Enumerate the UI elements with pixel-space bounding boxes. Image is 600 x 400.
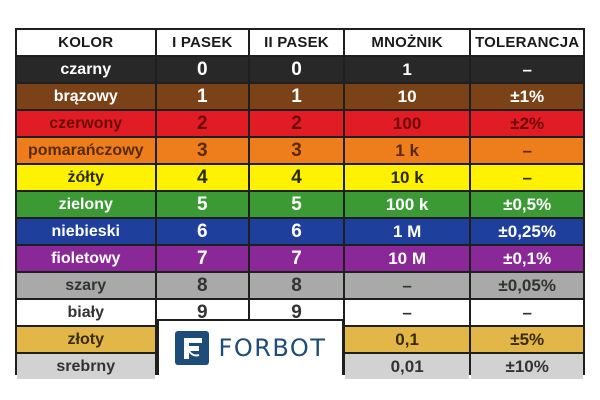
first-band-cell: 5 bbox=[156, 192, 249, 217]
first-band-cell: 8 bbox=[156, 273, 249, 298]
table-row: pomarańczowy 3 3 1 k – bbox=[17, 138, 583, 163]
multiplier-cell: 0,01 bbox=[344, 354, 470, 379]
table-row: czarny 0 0 1– bbox=[17, 57, 583, 82]
multiplier-cell: 100 k bbox=[344, 192, 470, 217]
second-band-cell: 8 bbox=[250, 273, 343, 298]
second-band-cell: 6 bbox=[250, 219, 343, 244]
tolerance-cell: ±0,5% bbox=[471, 192, 583, 217]
tolerance-cell: ±0,1% bbox=[471, 246, 583, 271]
forbot-logo-icon bbox=[174, 331, 209, 365]
header-row: KOLOR I PASEK II PASEK MNOŻNIK TOLERANCJ… bbox=[17, 30, 583, 55]
table-row: czerwony 2 2 100 ±2% bbox=[17, 111, 583, 136]
tolerance-cell: ±0,25% bbox=[471, 219, 583, 244]
color-name-cell: złoty bbox=[17, 327, 155, 352]
first-band-cell: 7 bbox=[156, 246, 249, 271]
resistor-color-code-table: KOLOR I PASEK II PASEK MNOŻNIK TOLERANCJ… bbox=[15, 28, 585, 379]
tolerance-cell: ±1% bbox=[471, 84, 583, 109]
table-row: fioletowy 7 7 10 M ±0,1% bbox=[17, 246, 583, 271]
forbot-logo: FORBOT bbox=[157, 319, 344, 375]
multiplier-cell: 0,1 bbox=[344, 327, 470, 352]
second-band-cell: 2 bbox=[250, 111, 343, 136]
table-row: szary 8 8– ±0,05% bbox=[17, 273, 583, 298]
table-row: zielony 5 5 100 k ±0,5% bbox=[17, 192, 583, 217]
tolerance-cell: ±10% bbox=[471, 354, 583, 379]
first-band-cell: 4 bbox=[156, 165, 249, 190]
logo-inner: FORBOT bbox=[174, 331, 327, 365]
logo-text: FORBOT bbox=[218, 334, 327, 362]
table-row: żółty 4 4 10 k – bbox=[17, 165, 583, 190]
color-name-cell: czerwony bbox=[17, 111, 155, 136]
first-band-cell: 0 bbox=[156, 57, 249, 82]
multiplier-cell: 10 M bbox=[344, 246, 470, 271]
second-band-cell: 3 bbox=[250, 138, 343, 163]
color-name-cell: fioletowy bbox=[17, 246, 155, 271]
color-name-cell: biały bbox=[17, 300, 155, 325]
second-band-cell: 5 bbox=[250, 192, 343, 217]
table-row: brązowy 1 1 10 ±1% bbox=[17, 84, 583, 109]
multiplier-cell: – bbox=[344, 300, 470, 325]
color-name-cell: brązowy bbox=[17, 84, 155, 109]
tolerance-cell: – bbox=[471, 300, 583, 325]
multiplier-cell: 1 bbox=[344, 57, 470, 82]
color-name-cell: szary bbox=[17, 273, 155, 298]
header-ii-pasek: II PASEK bbox=[250, 30, 343, 55]
tolerance-cell: – bbox=[471, 138, 583, 163]
first-band-cell: 3 bbox=[156, 138, 249, 163]
multiplier-cell: 100 bbox=[344, 111, 470, 136]
second-band-cell: 4 bbox=[250, 165, 343, 190]
tolerance-cell: ±0,05% bbox=[471, 273, 583, 298]
color-name-cell: czarny bbox=[17, 57, 155, 82]
multiplier-cell: 10 bbox=[344, 84, 470, 109]
tolerance-cell: ±5% bbox=[471, 327, 583, 352]
first-band-cell: 6 bbox=[156, 219, 249, 244]
color-name-cell: zielony bbox=[17, 192, 155, 217]
header-kolor: KOLOR bbox=[17, 30, 155, 55]
multiplier-cell: 10 k bbox=[344, 165, 470, 190]
tolerance-cell: – bbox=[471, 165, 583, 190]
table-row: srebrny 0,01 ±10% bbox=[17, 354, 583, 379]
color-name-cell: pomarańczowy bbox=[17, 138, 155, 163]
tolerance-cell: ±2% bbox=[471, 111, 583, 136]
multiplier-cell: 1 k bbox=[344, 138, 470, 163]
header-i-pasek: I PASEK bbox=[156, 30, 249, 55]
color-name-cell: żółty bbox=[17, 165, 155, 190]
multiplier-cell: – bbox=[344, 273, 470, 298]
second-band-cell: 7 bbox=[250, 246, 343, 271]
color-name-cell: niebieski bbox=[17, 219, 155, 244]
second-band-cell: 1 bbox=[250, 84, 343, 109]
second-band-cell: 0 bbox=[250, 57, 343, 82]
table-row: niebieski 6 6 1 M ±0,25% bbox=[17, 219, 583, 244]
header-mnoznik: MNOŻNIK bbox=[344, 30, 470, 55]
first-band-cell: 2 bbox=[156, 111, 249, 136]
multiplier-cell: 1 M bbox=[344, 219, 470, 244]
color-name-cell: srebrny bbox=[17, 354, 155, 379]
header-tolerancja: TOLERANCJA bbox=[471, 30, 583, 55]
tolerance-cell: – bbox=[471, 57, 583, 82]
first-band-cell: 1 bbox=[156, 84, 249, 109]
table-row: złoty 0,1 ±5% bbox=[17, 327, 583, 352]
